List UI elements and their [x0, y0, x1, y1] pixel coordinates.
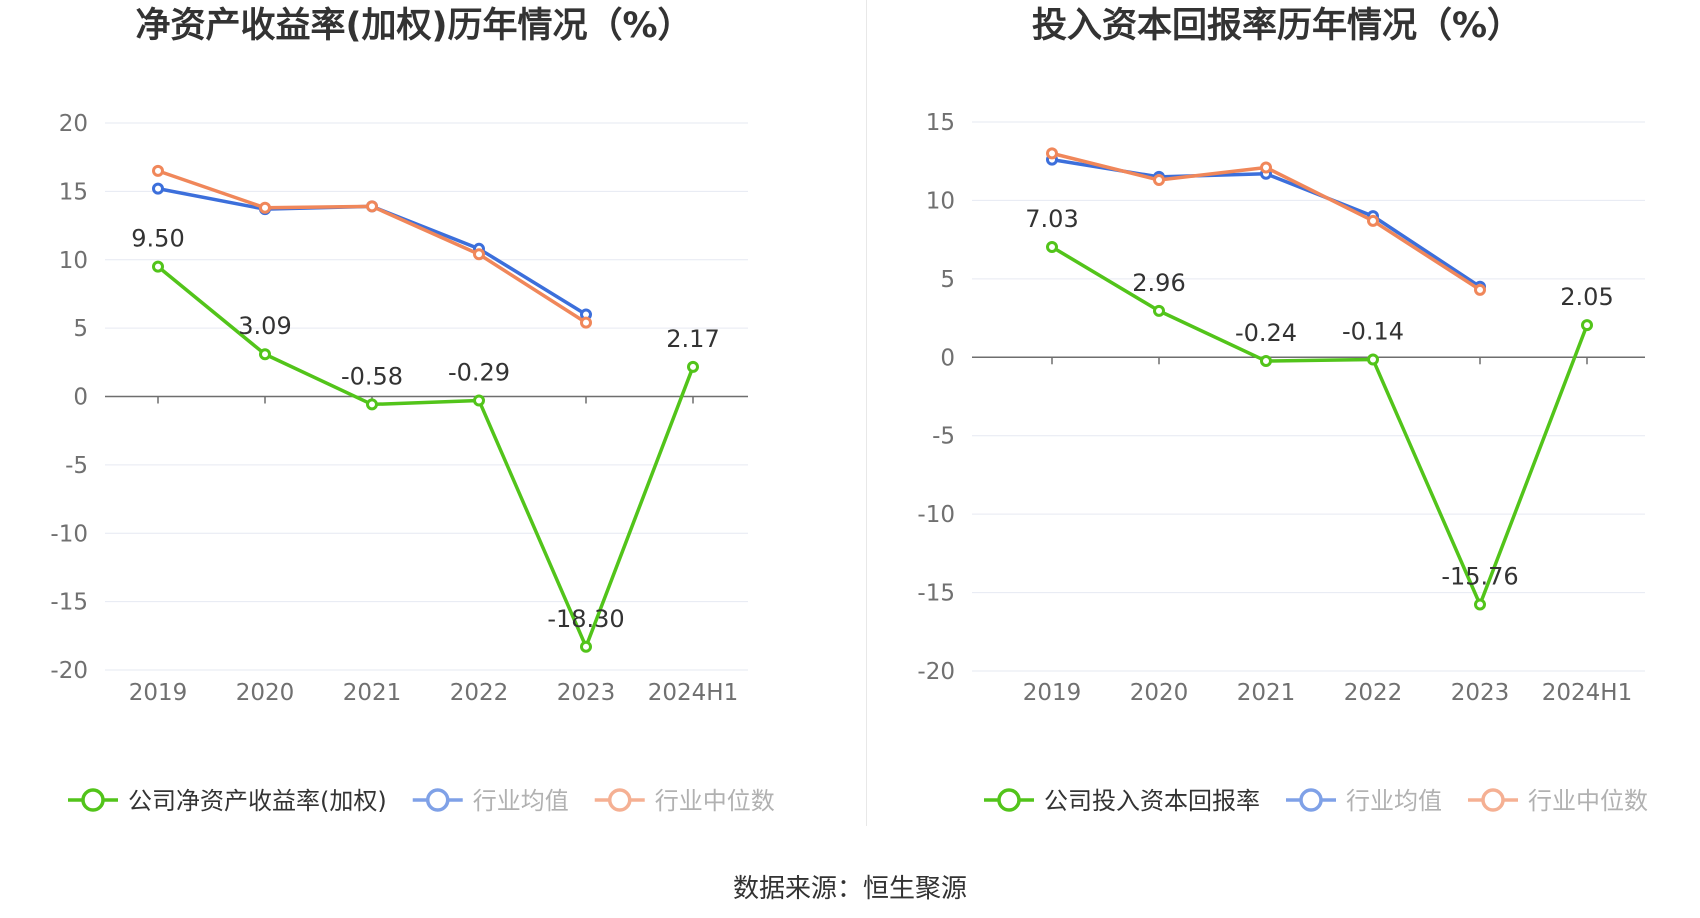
- roic-data-point[interactable]: [1474, 598, 1486, 611]
- roe-x-tick-label: 2023: [557, 680, 616, 706]
- roe-legend-item-1[interactable]: 行业均值: [412, 787, 569, 815]
- roe-x-tick-label: 2020: [236, 680, 295, 706]
- roe-data-point[interactable]: [152, 164, 164, 177]
- roe-legend-item-0[interactable]: 公司净资产收益率(加权): [68, 787, 387, 815]
- roic-data-point[interactable]: [1367, 353, 1379, 366]
- legend-marker-icon: [607, 788, 632, 812]
- roe-data-point[interactable]: [259, 201, 271, 214]
- roic-chart: 投入资本回报率历年情况（%） 15 10 5 0 -5 -10 -15 -20 2019 2020 2…: [917, 6, 1648, 815]
- roe-data-point[interactable]: [473, 248, 485, 261]
- roe-x-tick-label: 2022: [450, 680, 509, 706]
- roic-data-point[interactable]: [1581, 319, 1593, 332]
- roic-data-point[interactable]: [1153, 174, 1165, 187]
- roe-data-label: 9.50: [131, 225, 184, 253]
- roe-y-tick-label: 10: [59, 248, 88, 274]
- roe-legend-label: 行业中位数: [655, 787, 775, 815]
- roic-y-tick-label: 5: [940, 267, 955, 293]
- roe-y-tick-label: -5: [65, 453, 88, 479]
- roe-data-label: 3.09: [238, 312, 291, 340]
- legend-marker-icon: [997, 788, 1021, 812]
- roic-data-label: 2.96: [1132, 269, 1185, 297]
- roe-x-tick-label: 2021: [343, 680, 402, 706]
- legend-marker-icon: [425, 788, 450, 812]
- roic-series-line-0: [1051, 245, 1589, 607]
- roic-data-point[interactable]: [1367, 214, 1379, 227]
- roe-y-tick-label: -10: [50, 521, 88, 547]
- roe-data-point[interactable]: [259, 348, 271, 361]
- roic-data-point[interactable]: [1153, 304, 1165, 317]
- roe-chart: 净资产收益率(加权)历年情况（%） 20 15 10 5 0 -5 -10 -15 -20 2019…: [50, 6, 775, 815]
- roic-data-label: -15.76: [1441, 562, 1518, 590]
- roic-x-tick-label: 2021: [1237, 680, 1296, 706]
- roe-y-tick-label: 15: [59, 179, 88, 205]
- legend-marker-icon: [81, 788, 105, 812]
- roe-data-point[interactable]: [580, 640, 592, 653]
- roe-data-point[interactable]: [580, 316, 592, 329]
- roe-x-tick-label: 2019: [129, 680, 188, 706]
- roic-y-tick-label: 10: [926, 188, 955, 214]
- roic-x-tick-label: 2022: [1344, 680, 1403, 706]
- roe-y-tick-label: 5: [73, 316, 88, 342]
- roe-data-point[interactable]: [152, 260, 164, 273]
- roic-y-tick-label: -15: [917, 581, 955, 607]
- roe-y-tick-label: -20: [50, 658, 88, 684]
- roe-data-point[interactable]: [473, 394, 485, 407]
- roic-legend-label: 行业均值: [1346, 787, 1442, 815]
- roic-data-point[interactable]: [1260, 161, 1272, 174]
- roe-chart-title: 净资产收益率(加权)历年情况（%）: [135, 6, 692, 46]
- roe-data-label: -0.29: [448, 358, 510, 386]
- roic-y-tick-label: 0: [940, 345, 955, 371]
- roe-x-tick-label: 2024H1: [648, 680, 738, 706]
- roe-y-tick-label: -15: [50, 590, 88, 616]
- roic-legend-label: 公司投入资本回报率: [1044, 787, 1260, 815]
- roe-data-label: 2.17: [666, 325, 719, 353]
- roic-y-tick-label: -5: [932, 424, 955, 450]
- roe-y-tick-label: 0: [73, 385, 88, 411]
- roe-data-label: -18.30: [547, 605, 624, 633]
- roe-data-point[interactable]: [366, 398, 378, 411]
- roic-data-label: 2.05: [1560, 283, 1613, 311]
- roic-data-label: -0.24: [1235, 319, 1297, 347]
- legend-marker-icon: [1481, 788, 1505, 812]
- roe-series-line-2: [157, 169, 587, 325]
- roic-x-tick-label: 2024H1: [1542, 680, 1632, 706]
- roic-chart-title: 投入资本回报率历年情况（%）: [1032, 6, 1522, 46]
- roe-y-tick-label: 20: [59, 111, 88, 137]
- chart-divider: [866, 0, 867, 826]
- data-source-note: 数据来源：恒生聚源: [732, 874, 967, 904]
- roe-data-point[interactable]: [687, 360, 699, 373]
- roic-x-tick-label: 2020: [1130, 680, 1189, 706]
- roic-data-point[interactable]: [1260, 355, 1272, 368]
- roic-data-label: -0.14: [1342, 317, 1404, 345]
- roic-data-label: 7.03: [1025, 205, 1078, 233]
- roic-legend-label: 行业中位数: [1528, 787, 1648, 815]
- roic-y-tick-label: -10: [917, 502, 955, 528]
- roic-data-point[interactable]: [1046, 241, 1058, 254]
- roic-y-tick-label: -20: [917, 659, 955, 685]
- roe-data-point[interactable]: [366, 200, 378, 213]
- roe-data-point[interactable]: [152, 182, 164, 195]
- roe-data-label: -0.58: [341, 362, 403, 390]
- roic-y-tick-label: 15: [926, 110, 955, 136]
- roe-legend-label: 公司净资产收益率(加权): [128, 787, 387, 815]
- roic-x-tick-label: 2023: [1451, 680, 1510, 706]
- legend-marker-icon: [1299, 788, 1323, 812]
- roe-series-line-0: [156, 265, 695, 649]
- roic-legend-item-0[interactable]: 公司投入资本回报率: [984, 787, 1260, 815]
- roe-legend-label: 行业均值: [473, 787, 569, 815]
- roe-legend-item-2[interactable]: 行业中位数: [594, 787, 775, 815]
- roic-x-tick-label: 2019: [1023, 680, 1082, 706]
- roic-legend-item-2[interactable]: 行业中位数: [1468, 787, 1648, 815]
- roic-data-point[interactable]: [1046, 147, 1058, 160]
- roic-data-point[interactable]: [1474, 283, 1486, 296]
- roic-legend-item-1[interactable]: 行业均值: [1286, 787, 1442, 815]
